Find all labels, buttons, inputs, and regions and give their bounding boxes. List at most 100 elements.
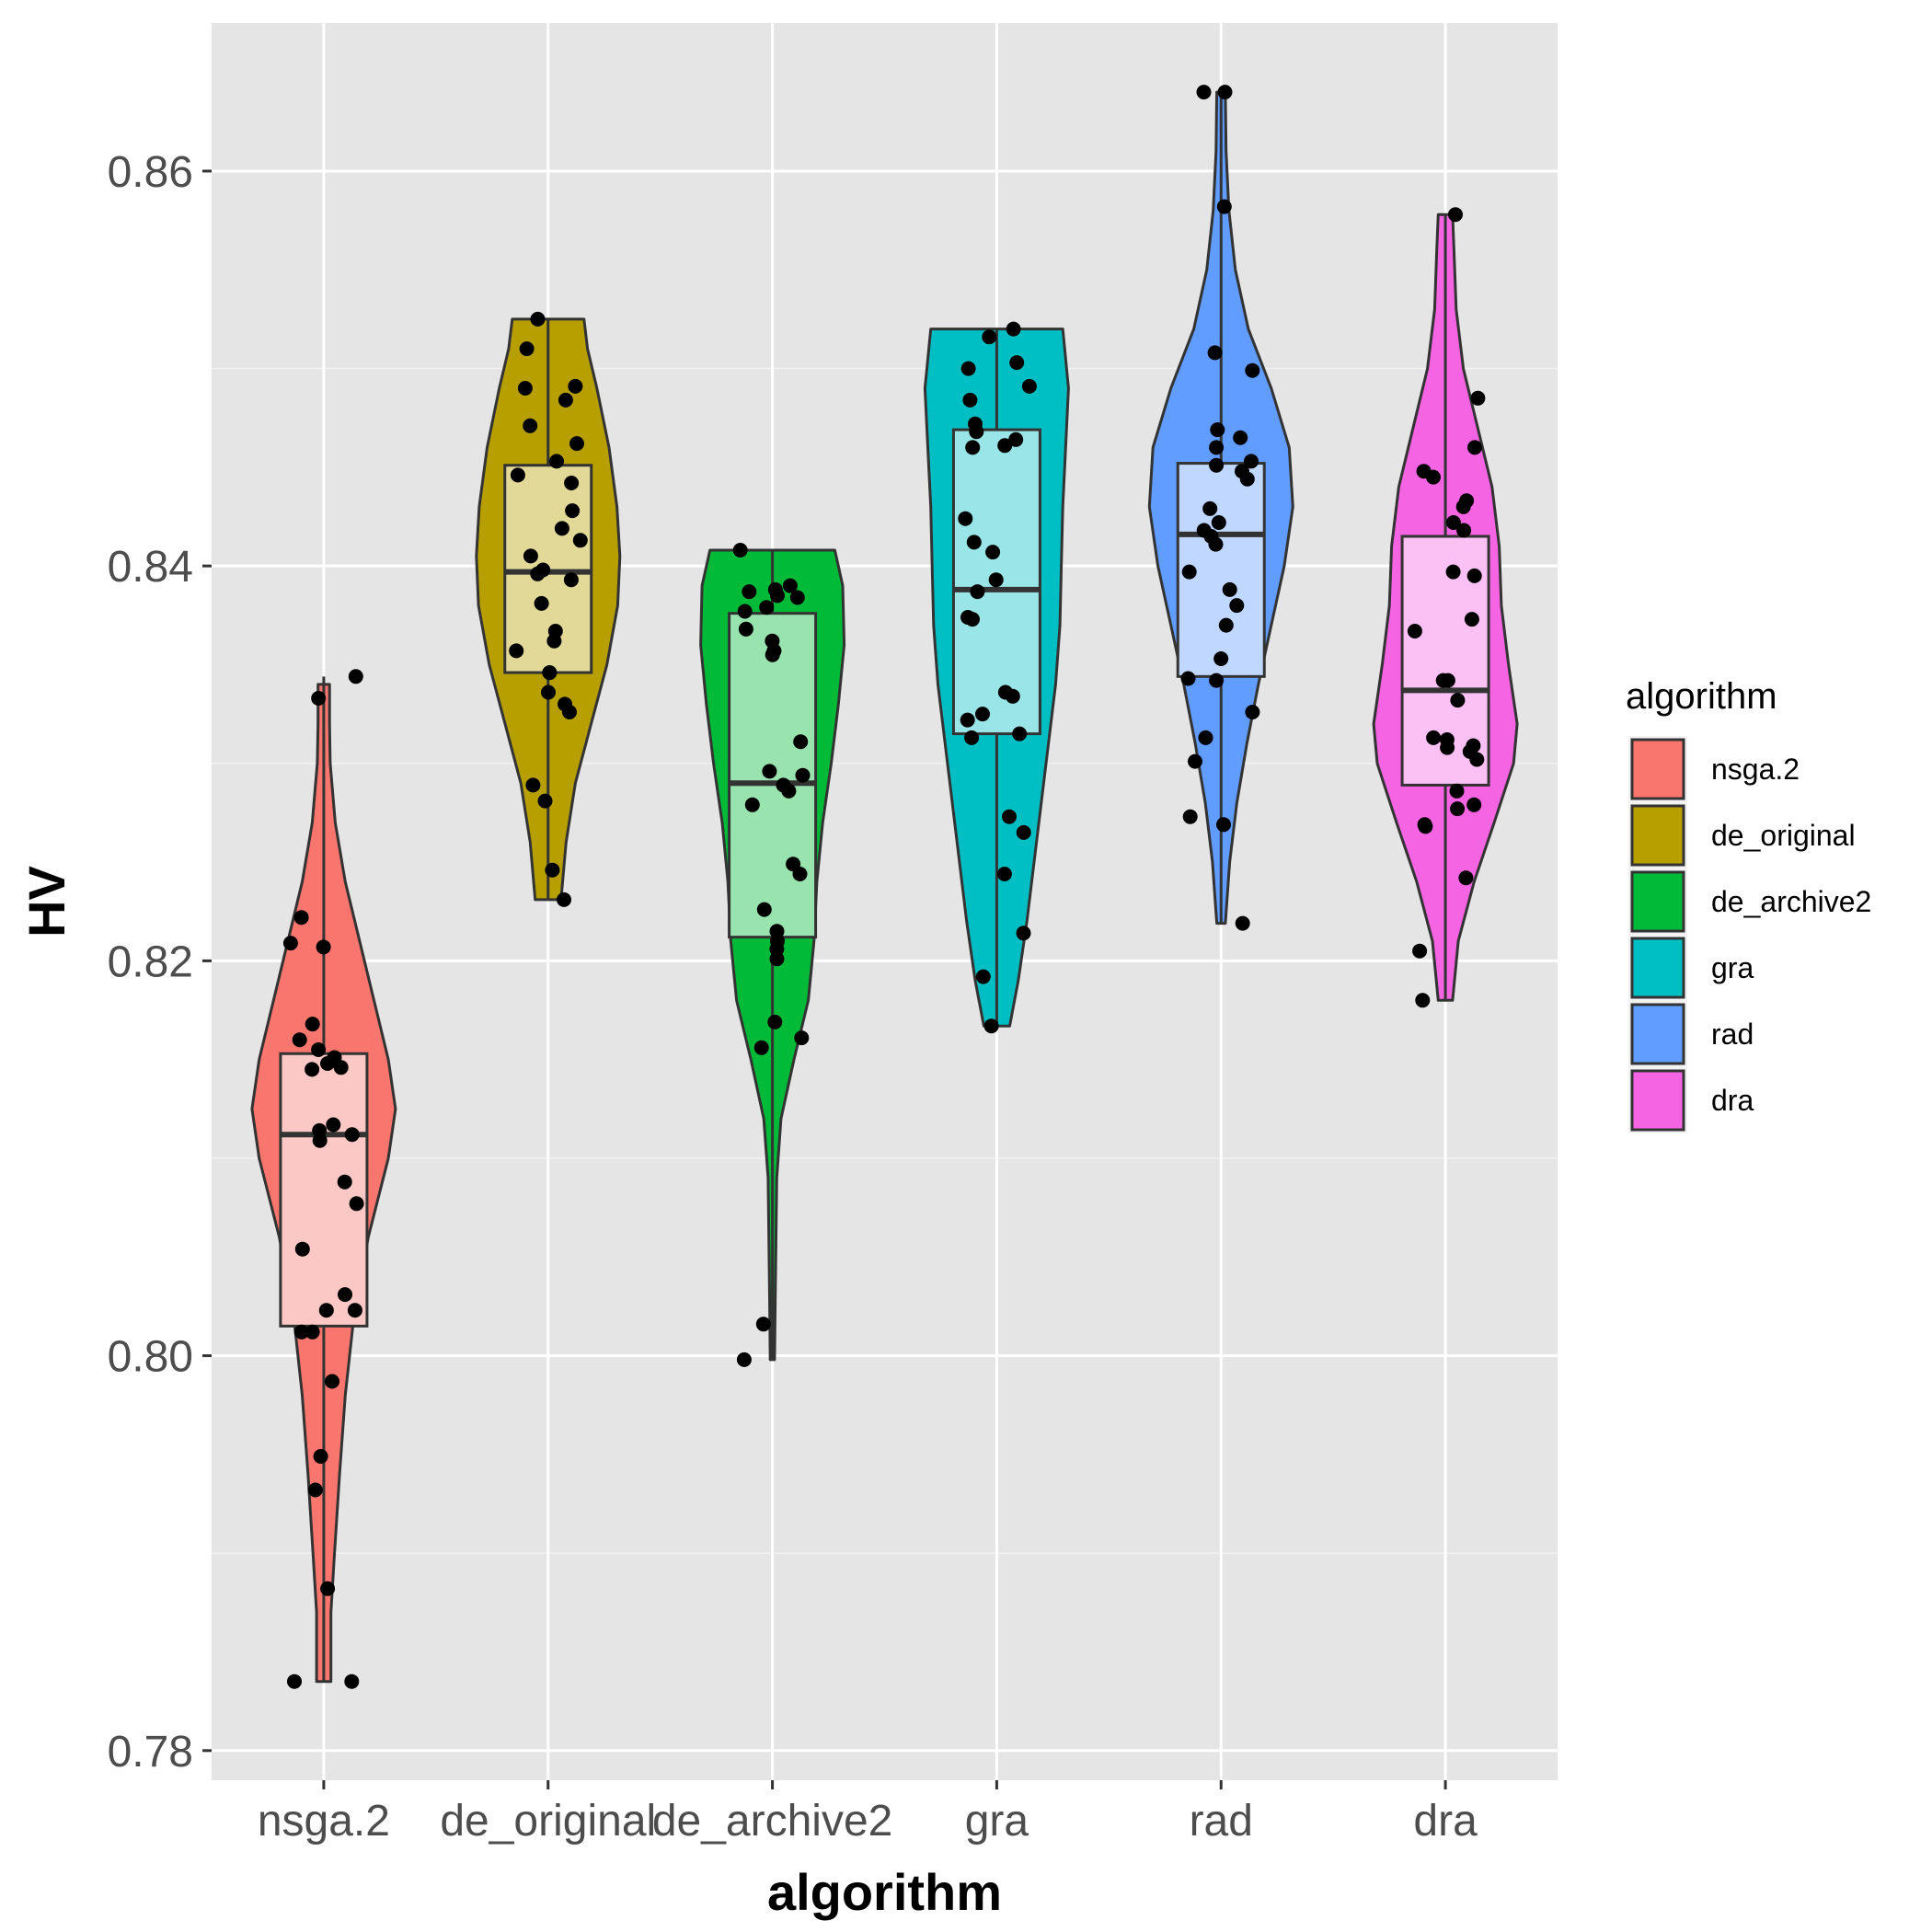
data-point [523, 418, 538, 433]
x-tick-label: rad [1190, 1797, 1253, 1846]
data-point [782, 578, 798, 593]
data-point [1209, 673, 1225, 688]
data-point [982, 329, 997, 345]
data-point [1407, 624, 1422, 638]
data-point [756, 902, 772, 917]
legend-label-nsga.2: nsga.2 [1711, 753, 1800, 786]
data-point [1196, 85, 1212, 100]
data-point [1466, 738, 1481, 753]
x-tick-label: de_original [440, 1797, 656, 1846]
data-point [1009, 355, 1025, 371]
data-point [565, 503, 581, 519]
jitter-points-layer [282, 85, 1486, 1689]
data-point [958, 511, 973, 526]
data-point [1459, 493, 1475, 509]
data-point [1466, 568, 1482, 583]
data-point [1182, 809, 1198, 824]
legend-label-de_original: de_original [1711, 819, 1856, 852]
data-point [344, 1127, 360, 1143]
data-point [996, 867, 1012, 881]
data-point [1449, 783, 1465, 799]
data-point [542, 665, 558, 681]
data-point [338, 1287, 352, 1303]
data-point [1235, 464, 1249, 479]
data-point [282, 936, 298, 951]
data-point [1211, 515, 1226, 530]
data-point [997, 438, 1013, 454]
data-point [1012, 726, 1028, 742]
legend-title: algorithm [1626, 676, 1777, 717]
data-point [517, 381, 533, 396]
data-point [1229, 598, 1245, 614]
data-point [1466, 797, 1482, 812]
data-point [305, 1062, 320, 1077]
data-point [1458, 870, 1474, 886]
x-tick-label: dra [1413, 1797, 1478, 1846]
data-point [966, 535, 982, 550]
x-tick-label: nsga.2 [258, 1797, 390, 1846]
data-point [1209, 440, 1225, 455]
data-point [554, 521, 569, 536]
legend-key-nsga.2 [1630, 738, 1685, 800]
data-point [337, 1174, 352, 1190]
data-point [1216, 817, 1231, 833]
data-point [294, 1241, 310, 1257]
data-point [541, 684, 556, 700]
legend-label-gra: gra [1711, 951, 1754, 984]
data-point [737, 604, 753, 619]
data-point [1209, 457, 1225, 473]
data-point [1207, 345, 1223, 361]
data-point [1439, 732, 1455, 747]
legend-key-de_archive2 [1630, 870, 1685, 933]
data-point [762, 764, 777, 779]
plot-panel [212, 23, 1558, 1780]
data-point [1245, 362, 1260, 378]
data-point [558, 696, 572, 712]
data-point [786, 857, 801, 872]
data-point [975, 969, 991, 984]
data-point [1450, 693, 1466, 708]
data-point [736, 1351, 752, 1367]
y-axis-title: HV [17, 866, 75, 937]
data-point [311, 691, 327, 706]
data-point [292, 1032, 307, 1048]
x-tick-label: gra [965, 1797, 1029, 1846]
data-point [293, 1324, 309, 1340]
data-point [568, 378, 583, 394]
data-point [510, 467, 525, 483]
box-nsga.2 [279, 1052, 369, 1328]
data-point [1016, 824, 1031, 840]
legend-label-rad: rad [1711, 1018, 1754, 1051]
data-point [1464, 612, 1479, 627]
x-tick-label: de_archive2 [652, 1797, 893, 1846]
data-point [965, 440, 981, 455]
data-point [1450, 801, 1466, 817]
legend-key-gra [1630, 937, 1685, 999]
data-point [549, 454, 564, 469]
data-point [1016, 926, 1031, 941]
data-point [988, 572, 1004, 588]
data-point [1217, 85, 1233, 100]
data-point [1008, 431, 1024, 447]
data-point [794, 1030, 810, 1046]
data-point [742, 584, 757, 600]
data-point [318, 1303, 334, 1318]
data-point [1188, 753, 1202, 769]
data-point [519, 341, 535, 357]
data-point [1196, 523, 1212, 538]
data-point [537, 793, 553, 809]
data-point [563, 572, 579, 588]
data-point [509, 643, 524, 659]
data-point [547, 624, 563, 638]
data-point [1244, 454, 1259, 469]
data-point [1467, 440, 1482, 455]
data-point [1426, 730, 1442, 745]
data-point [1006, 321, 1021, 337]
y-tick-label: 0.78 [108, 1728, 193, 1777]
data-point [305, 1324, 320, 1340]
data-point [1416, 464, 1432, 479]
legend-label-de_archive2: de_archive2 [1711, 885, 1871, 918]
data-point [1218, 617, 1234, 633]
data-point [744, 797, 760, 812]
